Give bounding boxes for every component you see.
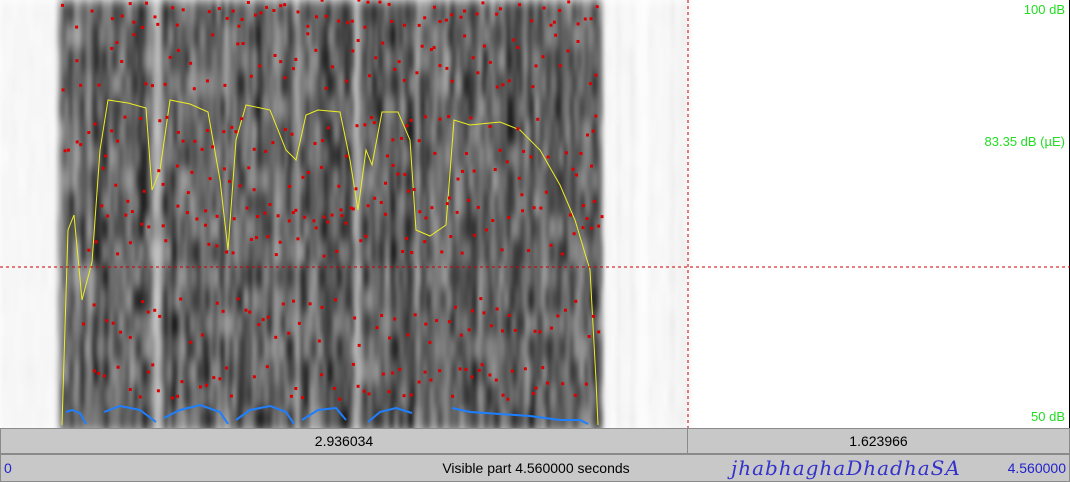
db-bottom-label: 50 dB (1031, 409, 1065, 424)
annotation-label: jhabhaghaDhadhaSA (731, 456, 961, 480)
time-segment-right[interactable]: 1.623966 (687, 428, 1070, 454)
time-bars: 2.936034 1.623966 (0, 428, 1070, 482)
visible-part-label: Visible part 4.560000 seconds (442, 460, 630, 476)
window-end-time: 4.560000 (1007, 460, 1066, 476)
window-start-time: 0 (4, 460, 12, 476)
db-top-label: 100 dB (1023, 2, 1065, 17)
db-cursor-label: 83.35 dB (µE) (984, 134, 1065, 149)
intensity-curve (61, 99, 599, 426)
pitch-curve (65, 403, 589, 425)
spectrogram-energy (0, 0, 690, 428)
time-segment-left[interactable]: 2.936034 (0, 428, 688, 454)
formant-points (61, 0, 604, 401)
spectrogram-canvas[interactable] (0, 0, 1070, 428)
spectrogram-view[interactable]: 100 dB 83.35 dB (µE) 50 dB (0, 0, 1070, 428)
visible-part-bar[interactable]: 0 Visible part 4.560000 seconds jhabhagh… (0, 454, 1070, 482)
